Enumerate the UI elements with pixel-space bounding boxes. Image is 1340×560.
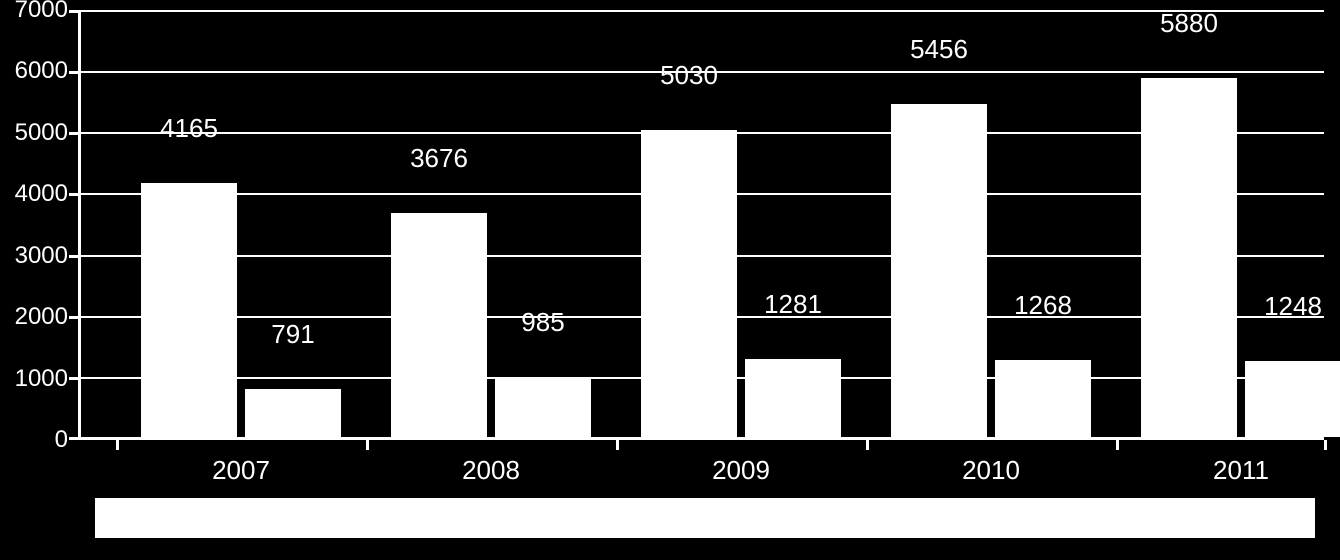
bar-value-label: 791: [271, 319, 314, 354]
bar-series2-2011: [1245, 361, 1340, 437]
y-tick-label: 0: [8, 426, 68, 454]
y-tick: [69, 132, 81, 135]
y-tick-label: 5000: [8, 119, 68, 147]
bar-value-label: 1248: [1264, 291, 1322, 326]
x-category-label: 2008: [462, 455, 520, 486]
y-tick: [69, 193, 81, 196]
bar-value-label: 3676: [410, 143, 468, 178]
bar-series1-2011: [1141, 78, 1237, 437]
y-tick-label: 4000: [8, 180, 68, 208]
x-tick: [866, 440, 869, 450]
y-tick-label: 1000: [8, 365, 68, 393]
grouped-bar-chart: 0 1000 2000 3000 4000 5000 6000 7000 200…: [0, 0, 1340, 560]
y-tick: [69, 377, 81, 380]
x-tick: [116, 440, 119, 450]
x-tick: [1324, 440, 1327, 450]
x-tick: [1116, 440, 1119, 450]
y-tick: [69, 316, 81, 319]
bar-value-label: 1268: [1014, 290, 1072, 325]
plot-area: 2007 2008 2009 2010 2011 4165 791 3676 9…: [78, 10, 1324, 440]
legend-box: [95, 498, 1315, 538]
y-tick: [69, 10, 81, 13]
gridline: [81, 10, 1324, 12]
x-tick: [616, 440, 619, 450]
y-tick-label: 6000: [8, 57, 68, 85]
bar-value-label: 4165: [160, 113, 218, 148]
x-category-label: 2011: [1213, 455, 1269, 486]
bar-series1-2009: [641, 130, 737, 437]
y-tick-label: 3000: [8, 242, 68, 270]
bar-series2-2009: [745, 359, 841, 437]
x-category-label: 2010: [962, 455, 1020, 486]
bar-series1-2008: [391, 213, 487, 437]
bar-value-label: 5030: [660, 60, 718, 95]
bar-value-label: 5880: [1160, 8, 1218, 43]
x-category-label: 2009: [712, 455, 770, 486]
bar-series2-2010: [995, 360, 1091, 437]
y-tick-label: 2000: [8, 303, 68, 331]
bar-value-label: 1281: [764, 289, 822, 324]
bar-series1-2010: [891, 104, 987, 437]
bar-series1-2007: [141, 183, 237, 437]
bar-value-label: 985: [521, 307, 564, 342]
x-tick: [366, 440, 369, 450]
y-tick-label: 7000: [8, 0, 68, 24]
y-tick: [69, 437, 81, 440]
x-category-label: 2007: [212, 455, 270, 486]
bar-series2-2007: [245, 389, 341, 437]
bar-value-label: 5456: [910, 34, 968, 69]
y-tick: [69, 255, 81, 258]
bar-series2-2008: [495, 377, 591, 437]
y-tick: [69, 71, 81, 74]
